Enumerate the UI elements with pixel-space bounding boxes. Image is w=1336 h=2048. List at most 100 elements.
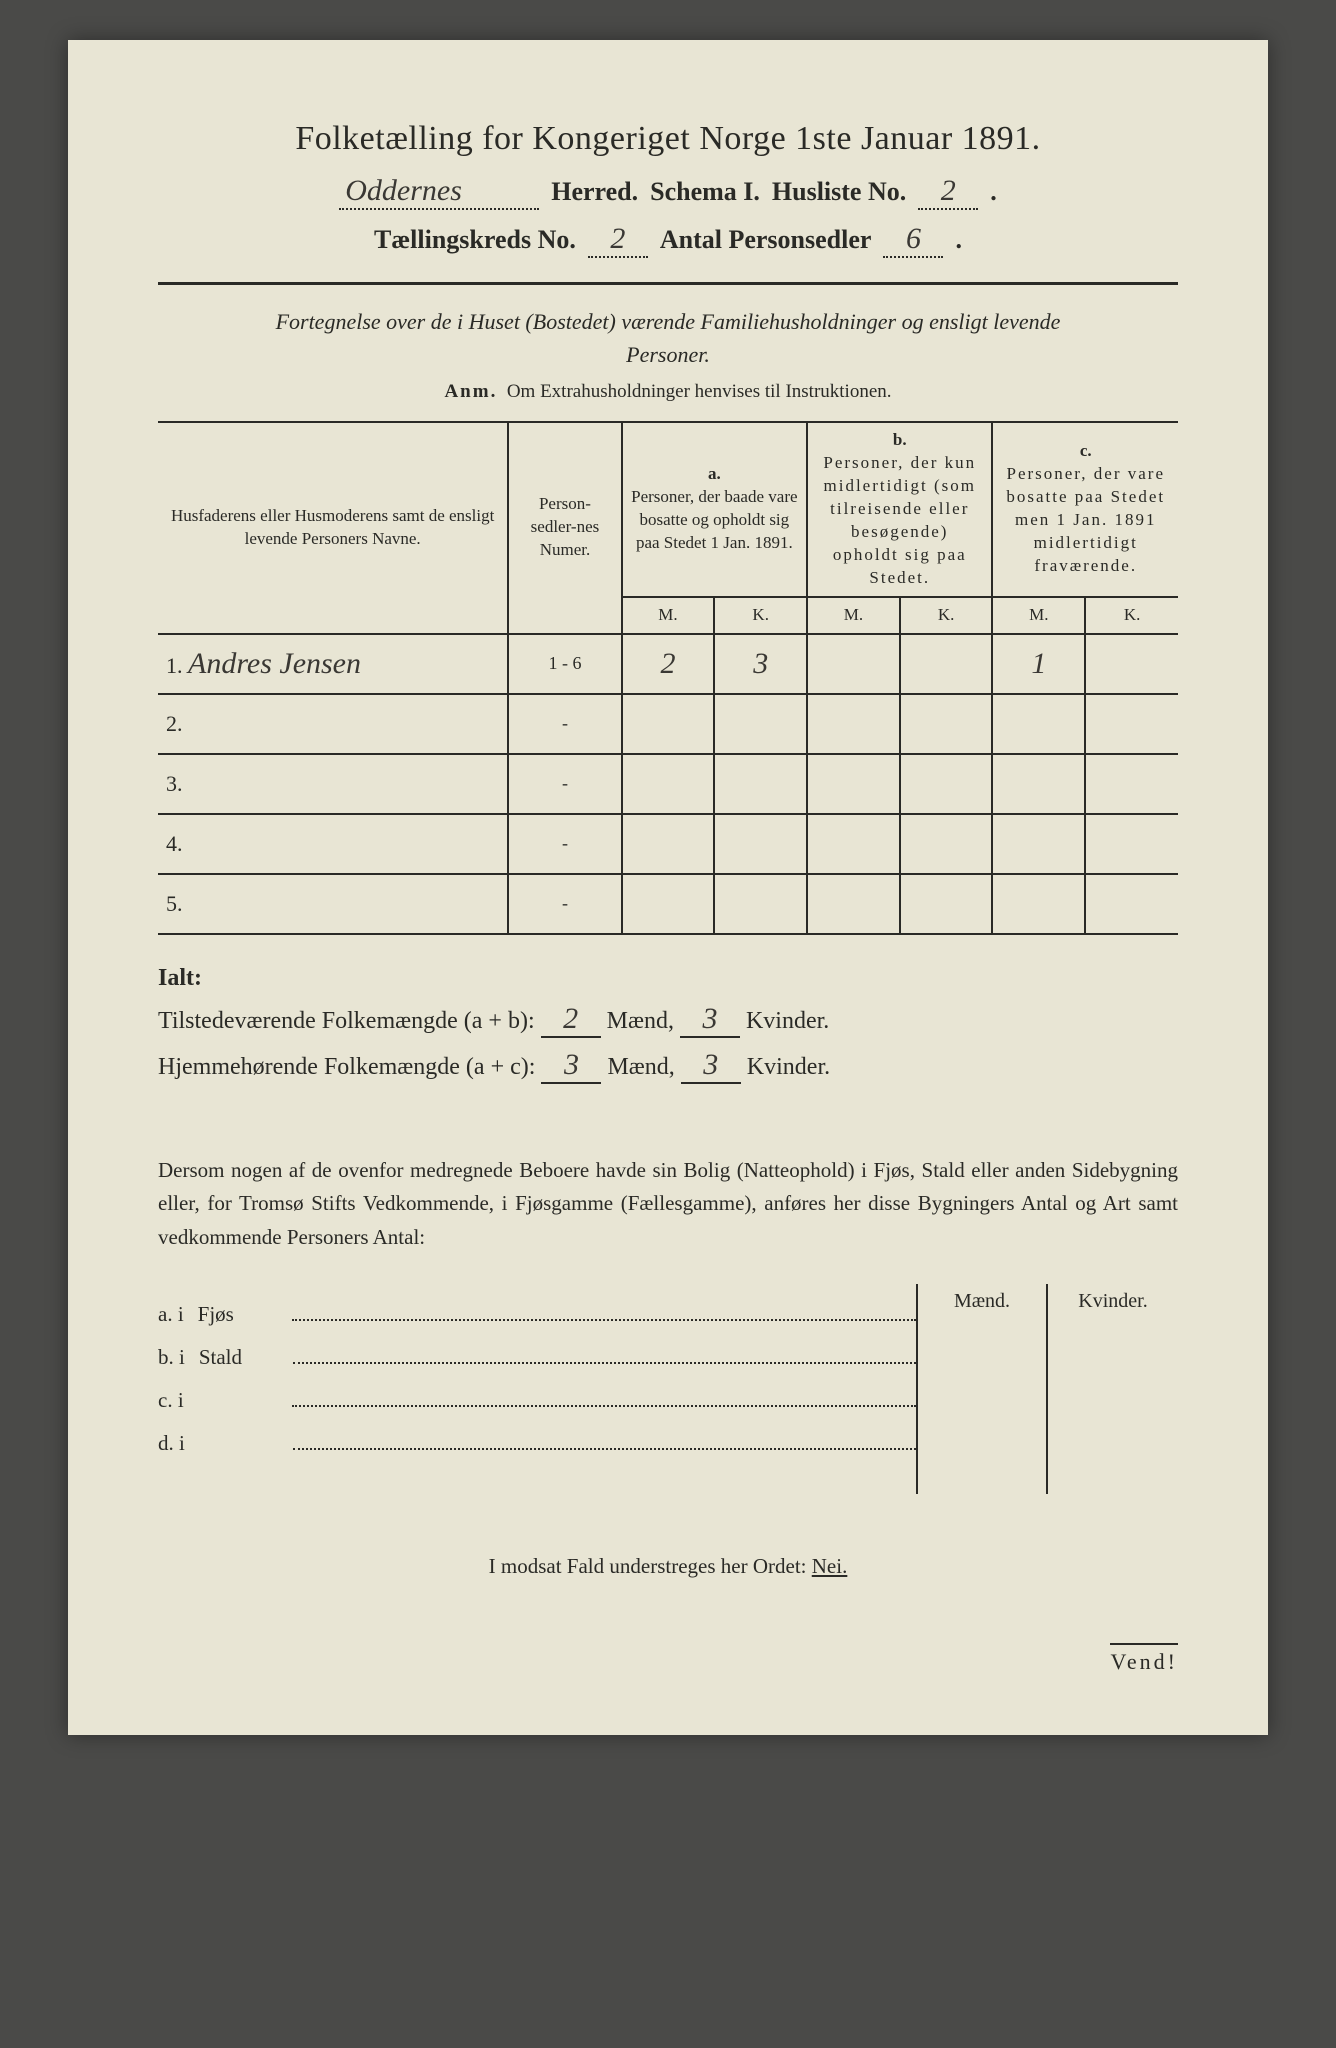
bygning-row: a. iFjøs: [158, 1300, 916, 1327]
census-form-page: Folketælling for Kongeriget Norge 1ste J…: [68, 40, 1268, 1735]
modsat-nei: Nei.: [812, 1554, 848, 1578]
cell-c-m: [992, 814, 1085, 874]
th-c-m: M.: [992, 597, 1085, 634]
cell-a-k: [714, 694, 807, 754]
th-col-c: c. Personer, der vare bosatte paa Stedet…: [992, 422, 1178, 597]
dotted-line: [293, 1429, 916, 1450]
cell-b-m: [807, 754, 900, 814]
totals-line-2: Hjemmehørende Folkemængde (a + c): 3 Mæn…: [158, 1048, 1178, 1084]
cell-b-m: [807, 814, 900, 874]
cell-c-k: [1085, 634, 1178, 694]
cell-name: 2.: [158, 694, 508, 754]
anm-text: Om Extrahusholdninger henvises til Instr…: [507, 381, 892, 402]
th-c-k: K.: [1085, 597, 1178, 634]
bygning-columns: Mænd. Kvinder.: [916, 1284, 1178, 1494]
hjemme-k: 3: [681, 1048, 741, 1084]
cell-b-k: [900, 694, 993, 754]
modsat-text: I modsat Fald understreges her Ordet:: [489, 1554, 807, 1578]
kvinder-label-1: Kvinder.: [746, 1008, 829, 1034]
hjemme-label: Hjemmehørende Folkemængde (a + c):: [158, 1054, 535, 1080]
byg-row-letter: c. i: [158, 1388, 184, 1413]
cell-c-k: [1085, 874, 1178, 934]
cell-c-k: [1085, 814, 1178, 874]
col-b-label: b.: [893, 430, 907, 449]
totals-block: Ialt: Tilstedeværende Folkemængde (a + b…: [158, 965, 1178, 1084]
table-row: 1. Andres Jensen1 - 6231: [158, 634, 1178, 694]
tilstede-m: 2: [541, 1002, 601, 1038]
maend-label-1: Mænd,: [607, 1008, 674, 1034]
ialt-label: Ialt:: [158, 965, 248, 992]
cell-a-m: [622, 754, 715, 814]
tilstede-k: 3: [680, 1002, 740, 1038]
bygning-row: d. i: [158, 1429, 916, 1456]
page-title: Folketælling for Kongeriget Norge 1ste J…: [158, 120, 1178, 158]
cell-num: -: [508, 754, 621, 814]
col-c-label: c.: [1080, 441, 1092, 460]
th-col-b: b. Personer, der kun midlertidigt (som t…: [807, 422, 992, 597]
herred-value: Oddernes: [339, 176, 539, 210]
schema-label: Schema I.: [650, 177, 760, 207]
census-table: Husfaderens eller Husmoderens samt de en…: [158, 421, 1178, 935]
cell-a-m: [622, 694, 715, 754]
byg-col-kvinder: Kvinder.: [1048, 1284, 1178, 1494]
period2: .: [955, 225, 962, 255]
byg-col-maend: Mænd.: [918, 1284, 1048, 1494]
cell-b-k: [900, 874, 993, 934]
cell-c-k: [1085, 694, 1178, 754]
vend-label: Vend!: [158, 1649, 1178, 1675]
bygning-block: a. iFjøs b. iStald c. i d. i Mænd. Kvinder.: [158, 1284, 1178, 1494]
th-b-m: M.: [807, 597, 900, 634]
dotted-line: [292, 1300, 916, 1321]
cell-a-m: [622, 874, 715, 934]
col-a-label: a.: [708, 464, 721, 483]
col-c-text: Personer, der vare bosatte paa Stedet me…: [1006, 464, 1165, 575]
cell-name: 4.: [158, 814, 508, 874]
header-row-1: Oddernes Herred. Schema I. Husliste No. …: [158, 176, 1178, 210]
kreds-no: 2: [588, 224, 648, 258]
cell-c-m: [992, 754, 1085, 814]
th-col-a: a. Personer, der baade vare bosatte og o…: [622, 422, 807, 597]
cell-name: 5.: [158, 874, 508, 934]
col-b-text: Personer, der kun midlertidigt (som tilr…: [823, 453, 976, 587]
cell-b-m: [807, 634, 900, 694]
husliste-no: 2: [918, 176, 978, 210]
cell-name: 3.: [158, 754, 508, 814]
cell-num: -: [508, 874, 621, 934]
kreds-label: Tællingskreds No.: [374, 225, 576, 255]
cell-a-m: 2: [622, 634, 715, 694]
cell-c-m: [992, 694, 1085, 754]
period: .: [990, 177, 997, 207]
byg-row-letter: d. i: [158, 1431, 185, 1456]
herred-label: Herred.: [551, 177, 638, 207]
hjemme-m: 3: [541, 1048, 601, 1084]
cell-b-k: [900, 634, 993, 694]
bygning-rows: a. iFjøs b. iStald c. i d. i: [158, 1284, 916, 1472]
th-names: Husfaderens eller Husmoderens samt de en…: [158, 422, 508, 634]
cell-a-k: [714, 874, 807, 934]
cell-b-m: [807, 694, 900, 754]
subtitle: Fortegnelse over de i Huset (Bostedet) v…: [238, 305, 1098, 371]
vend-text: Vend!: [1110, 1643, 1178, 1674]
bygning-paragraph: Dersom nogen af de ovenfor medregnede Be…: [158, 1154, 1178, 1255]
cell-num: -: [508, 814, 621, 874]
cell-a-m: [622, 814, 715, 874]
table-row: 2.-: [158, 694, 1178, 754]
dotted-line: [293, 1343, 916, 1364]
th-number: Person-sedler-nes Numer.: [508, 422, 621, 634]
totals-line-1: Tilstedeværende Folkemængde (a + b): 2 M…: [158, 1002, 1178, 1038]
table-row: 5.-: [158, 874, 1178, 934]
cell-c-m: 1: [992, 634, 1085, 694]
modsat-line: I modsat Fald understreges her Ordet: Ne…: [158, 1554, 1178, 1579]
th-a-m: M.: [622, 597, 715, 634]
cell-a-k: [714, 754, 807, 814]
byg-row-type: Fjøs: [198, 1302, 278, 1327]
dotted-line: [292, 1386, 916, 1407]
bygning-row: b. iStald: [158, 1343, 916, 1370]
header-row-2: Tællingskreds No. 2 Antal Personsedler 6…: [158, 224, 1178, 258]
col-a-text: Personer, der baade vare bosatte og opho…: [631, 487, 797, 552]
th-b-k: K.: [900, 597, 993, 634]
cell-b-k: [900, 814, 993, 874]
table-row: 4.-: [158, 814, 1178, 874]
cell-num: -: [508, 694, 621, 754]
cell-a-k: [714, 814, 807, 874]
